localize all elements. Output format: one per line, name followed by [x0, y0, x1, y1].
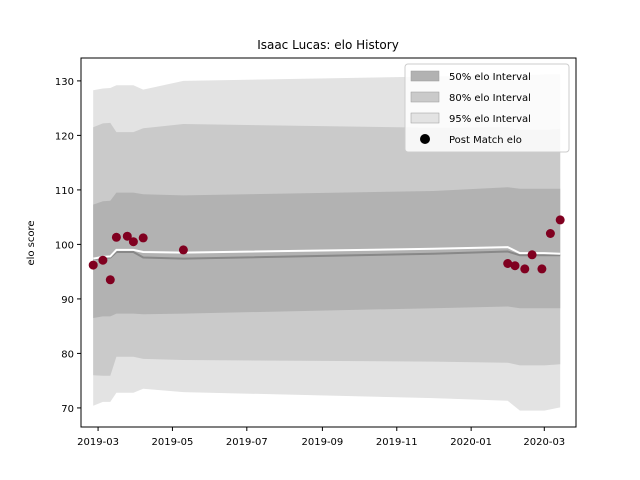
legend-label: 80% elo Interval — [449, 93, 531, 104]
y-tick-label: 70 — [61, 404, 74, 415]
post-match-elo-point — [510, 261, 520, 271]
y-tick-label: 100 — [55, 240, 74, 251]
x-tick-label: 2019-11 — [376, 437, 418, 448]
x-tick-label: 2019-03 — [77, 437, 119, 448]
post-match-elo-point — [88, 260, 98, 270]
post-match-elo-point — [128, 237, 138, 247]
chart-title: Isaac Lucas: elo History — [257, 38, 399, 52]
post-match-elo-point — [520, 264, 530, 274]
legend-label: 50% elo Interval — [449, 72, 531, 83]
axes-frame — [80, 57, 577, 428]
median-elo-line — [93, 246, 561, 260]
post-match-elo-point — [105, 275, 115, 285]
post-match-elo-point — [138, 233, 148, 243]
legend-label: 95% elo Interval — [449, 114, 531, 125]
y-tick-label: 80 — [61, 349, 74, 360]
mean-elo-line — [93, 250, 561, 261]
legend-swatch — [410, 91, 440, 103]
y-axis-label: elo score — [26, 220, 37, 265]
post-match-elo-point — [555, 215, 565, 225]
y-tick-label: 130 — [55, 77, 74, 88]
y-tick-label: 110 — [55, 186, 74, 197]
legend-box — [404, 63, 570, 153]
post-match-elo-point — [537, 264, 547, 274]
y-tick-label: 120 — [55, 131, 74, 142]
x-tick-label: 2020-01 — [450, 437, 492, 448]
legend: 50% elo Interval 80% elo Interval 95% elo … — [404, 63, 570, 153]
post-match-elo-point — [503, 259, 513, 268]
band-50-percent — [93, 187, 561, 318]
axes: 2019-03 2019-05 2019-07 2019-09 2019-11 2020-… — [55, 57, 577, 448]
post-match-elo-point — [527, 250, 537, 260]
post-match-elo-point — [545, 229, 555, 238]
post-match-elo-point — [111, 232, 121, 242]
legend-marker — [420, 134, 430, 144]
x-tick-label: 2019-09 — [302, 437, 344, 448]
post-match-elo-point — [178, 245, 188, 255]
y-tick-label: 90 — [61, 295, 74, 306]
x-tick-label: 2019-07 — [226, 437, 268, 448]
legend-swatch — [410, 112, 440, 124]
plot-area — [88, 74, 565, 411]
x-tick-label: 2020-03 — [523, 437, 565, 448]
post-match-elo-point — [98, 255, 108, 265]
x-tick-label: 2019-05 — [152, 437, 194, 448]
post-match-elo-point — [122, 231, 132, 241]
legend-label: Post Match elo — [449, 135, 522, 146]
legend-swatch — [410, 70, 440, 82]
